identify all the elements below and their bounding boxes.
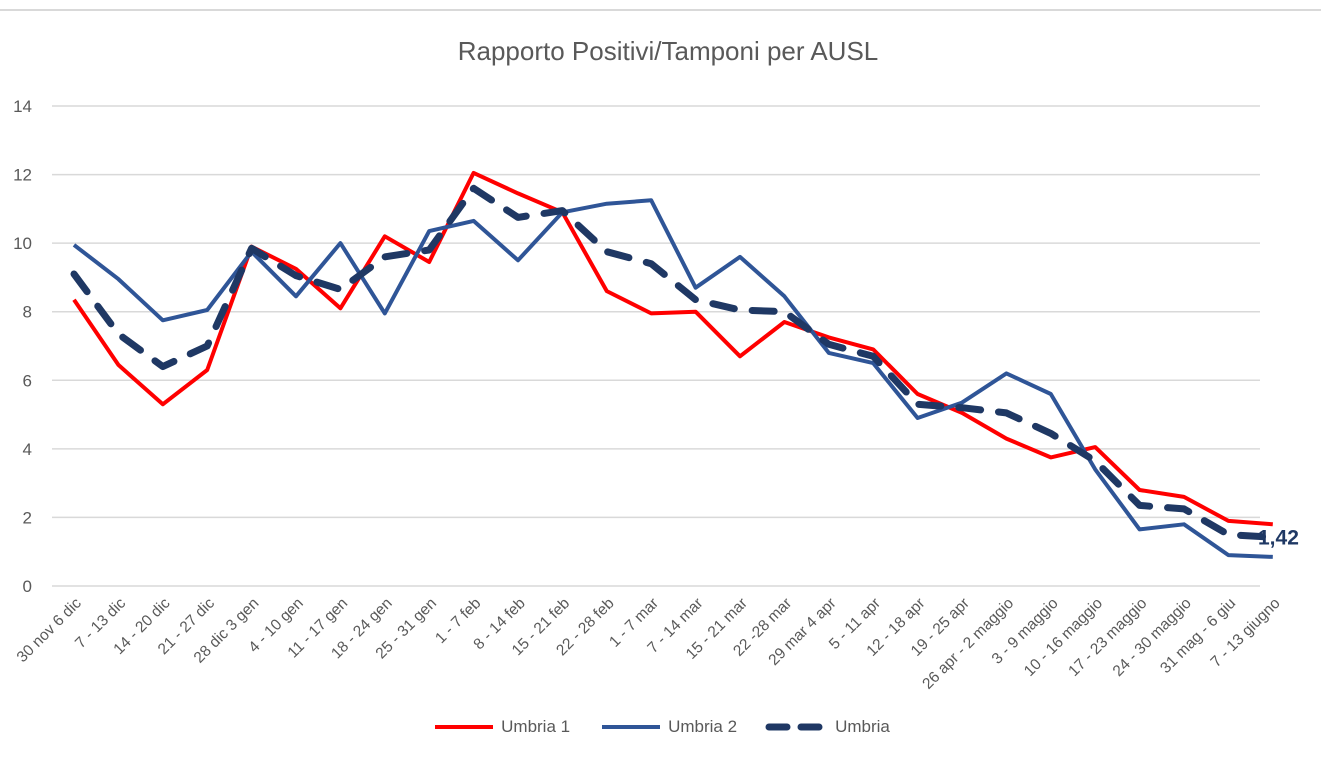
y-tick-label: 12 — [13, 166, 32, 185]
series-line-umbria-1 — [72, 170, 1273, 527]
legend-item: Umbria 2 — [598, 716, 737, 738]
legend: Umbria 1 Umbria 2 Umbria — [0, 716, 1321, 738]
y-tick-label: 2 — [23, 508, 32, 527]
x-tick-label: 10 - 16 maggio — [1021, 595, 1106, 680]
legend-label: Umbria 2 — [668, 717, 738, 736]
legend-label: Umbria — [835, 717, 890, 736]
legend-label: Umbria 1 — [501, 717, 571, 736]
x-tick-label: 24 - 30 maggio — [1110, 595, 1195, 680]
legend-swatch — [435, 725, 494, 729]
y-axis-ticks: 0 2 4 6 8 10 12 14 — [13, 97, 32, 596]
legend-swatch — [765, 723, 831, 731]
chart-title: Rapporto Positivi/Tamponi per AUSL — [457, 36, 879, 66]
gridlines — [52, 105, 1260, 587]
y-tick-label: 0 — [23, 577, 32, 596]
y-tick-label: 6 — [23, 371, 32, 390]
top-border — [0, 9, 1321, 11]
series-line-umbria — [70, 184, 1277, 541]
y-tick-label: 4 — [23, 440, 32, 459]
y-tick-label: 8 — [23, 303, 32, 322]
x-tick-label: 30 nov 6 dic — [14, 595, 85, 666]
end-value-label: 1,42 — [1258, 526, 1299, 549]
legend-item: Umbria 1 — [431, 716, 570, 738]
data-labels: 1,42 — [1258, 526, 1299, 549]
x-tick-label: 17 - 23 maggio — [1065, 595, 1150, 680]
y-tick-label: 14 — [13, 97, 32, 116]
series-line-umbria-2 — [72, 198, 1273, 559]
legend-item: Umbria — [765, 716, 890, 738]
series-lines — [70, 170, 1277, 559]
y-tick-label: 10 — [13, 234, 32, 253]
legend-swatch — [602, 725, 661, 729]
